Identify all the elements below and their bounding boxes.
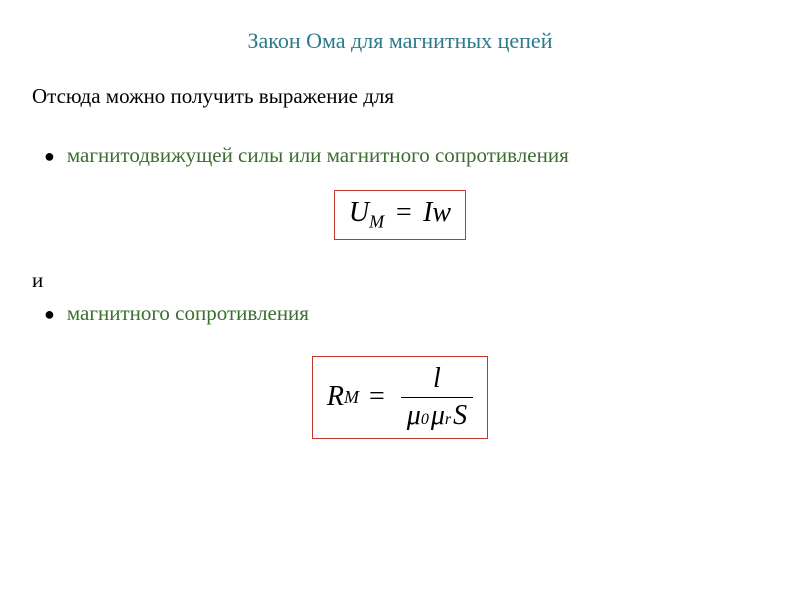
f1-rhs: Iw <box>423 197 451 228</box>
f1-lhs-sub: М <box>369 212 384 232</box>
formula-2-box: RМ = l μ0μrS <box>312 356 488 440</box>
f1-lhs-var: U <box>349 197 369 228</box>
intro-text: Отсюда можно получить выражение для <box>0 84 800 143</box>
bullet-marker: ● <box>44 304 55 325</box>
f2-lhs-sub: М <box>344 387 359 408</box>
mur: μ <box>431 400 445 432</box>
bullet-1-text: магнитодвижущей силы или магнитного сопр… <box>67 143 569 168</box>
f2-lhs-var: R <box>327 381 344 413</box>
formula-1-container: UМ=Iw <box>0 190 800 240</box>
slide-title: Закон Ома для магнитных цепей <box>0 0 800 84</box>
S: S <box>453 400 467 432</box>
bullet-2-text: магнитного сопротивления <box>67 301 309 326</box>
fraction: l μ0μrS <box>401 363 473 433</box>
formula-1: UМ=Iw <box>349 197 451 228</box>
sub-r: r <box>445 411 451 429</box>
formula-2: RМ = l μ0μrS <box>327 363 473 433</box>
bullet-marker: ● <box>44 146 55 167</box>
denominator: μ0μrS <box>401 398 473 432</box>
bullet-item-1: ● магнитодвижущей силы или магнитного со… <box>0 143 800 168</box>
conjunction: и <box>0 268 800 293</box>
formula-1-box: UМ=Iw <box>334 190 466 240</box>
sub-0: 0 <box>421 411 429 429</box>
formula-2-container: RМ = l μ0μrS <box>0 356 800 440</box>
mu0: μ <box>407 400 421 432</box>
bullet-item-2: ● магнитного сопротивления <box>0 301 800 326</box>
numerator: l <box>427 363 447 397</box>
